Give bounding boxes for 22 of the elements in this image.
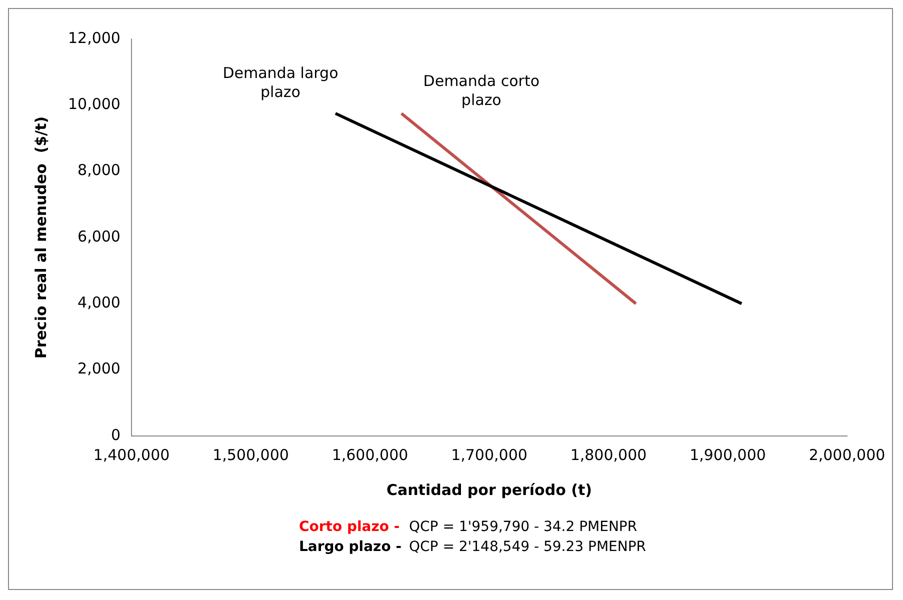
y-tick-label: 6,000: [78, 227, 120, 246]
x-tick-label: 1,500,000: [212, 446, 289, 464]
x-tick-label: 2,000,000: [808, 446, 886, 464]
text: QCP = 2'148,549 - 59.23 PMENPR: [409, 539, 646, 555]
series-label: Demanda largo plazo: [222, 64, 338, 101]
x-tick-label: 1,800,000: [570, 446, 647, 464]
x-tick-label: 1,900,000: [690, 446, 766, 464]
x-tick-label: 1,700,000: [451, 446, 528, 464]
y-tick-label: 12,000: [68, 28, 120, 47]
y-tick-label: 0: [110, 426, 120, 444]
text: QCP = 1'959,790 - 34.2 PMENPR: [409, 519, 638, 535]
x-tick-label: 1,600,000: [332, 446, 408, 464]
x-tick-label: 1,400,000: [93, 446, 170, 464]
y-tick-label: 2,000: [78, 360, 120, 378]
text: Largo plazo -: [299, 538, 403, 557]
series-label: Demanda corto plazo: [423, 72, 540, 109]
y-tick-label: 8,000: [78, 161, 120, 180]
text: Corto plazo -: [299, 518, 401, 537]
y-axis-title: Precio real al menudeo ($/t): [32, 116, 50, 359]
y-tick-label: 4,000: [78, 294, 120, 312]
y-tick-label: 10,000: [68, 95, 120, 114]
x-axis-title: Cantidad por período (t): [386, 480, 592, 499]
